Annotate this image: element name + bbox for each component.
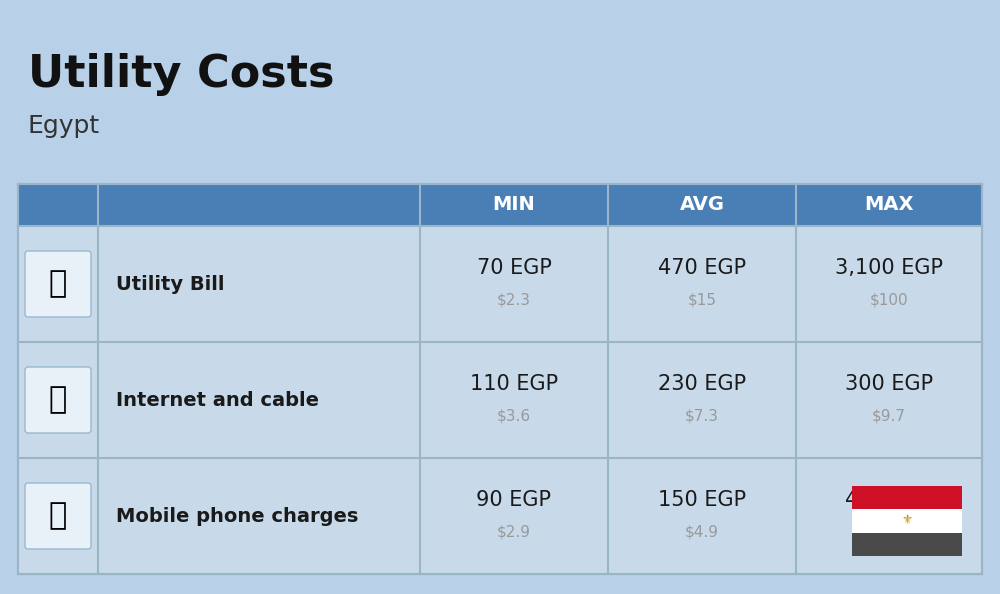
Text: 70 EGP: 70 EGP <box>477 258 551 278</box>
Text: $9.7: $9.7 <box>872 409 906 424</box>
Text: $15: $15 <box>688 292 716 308</box>
Text: 150 EGP: 150 EGP <box>658 490 746 510</box>
Text: 300 EGP: 300 EGP <box>845 374 933 394</box>
Text: $15: $15 <box>874 525 904 539</box>
FancyBboxPatch shape <box>852 509 962 533</box>
FancyBboxPatch shape <box>18 458 982 574</box>
Text: Egypt: Egypt <box>28 114 100 138</box>
Text: $4.9: $4.9 <box>685 525 719 539</box>
FancyBboxPatch shape <box>18 342 982 458</box>
Text: $2.3: $2.3 <box>497 292 531 308</box>
FancyBboxPatch shape <box>25 367 91 433</box>
FancyBboxPatch shape <box>25 251 91 317</box>
Text: MIN: MIN <box>493 195 535 214</box>
Text: Internet and cable: Internet and cable <box>116 390 319 409</box>
Text: AVG: AVG <box>680 195 724 214</box>
Text: 📱: 📱 <box>49 501 67 530</box>
FancyBboxPatch shape <box>18 226 982 342</box>
Text: 📡: 📡 <box>49 386 67 415</box>
Text: 470 EGP: 470 EGP <box>658 258 746 278</box>
Text: 110 EGP: 110 EGP <box>470 374 558 394</box>
Text: $2.9: $2.9 <box>497 525 531 539</box>
FancyBboxPatch shape <box>852 533 962 556</box>
Text: MAX: MAX <box>864 195 914 214</box>
Text: ⚜: ⚜ <box>901 514 913 527</box>
Text: $7.3: $7.3 <box>685 409 719 424</box>
Text: 90 EGP: 90 EGP <box>477 490 552 510</box>
Text: $100: $100 <box>870 292 908 308</box>
Text: Utility Bill: Utility Bill <box>116 274 224 293</box>
FancyBboxPatch shape <box>852 486 962 509</box>
Text: 450 EGP: 450 EGP <box>845 490 933 510</box>
Text: Utility Costs: Utility Costs <box>28 52 334 96</box>
FancyBboxPatch shape <box>18 184 982 226</box>
Text: 230 EGP: 230 EGP <box>658 374 746 394</box>
Text: 🔧: 🔧 <box>49 270 67 299</box>
Text: Mobile phone charges: Mobile phone charges <box>116 507 358 526</box>
Text: $3.6: $3.6 <box>497 409 531 424</box>
Text: 3,100 EGP: 3,100 EGP <box>835 258 943 278</box>
FancyBboxPatch shape <box>25 483 91 549</box>
